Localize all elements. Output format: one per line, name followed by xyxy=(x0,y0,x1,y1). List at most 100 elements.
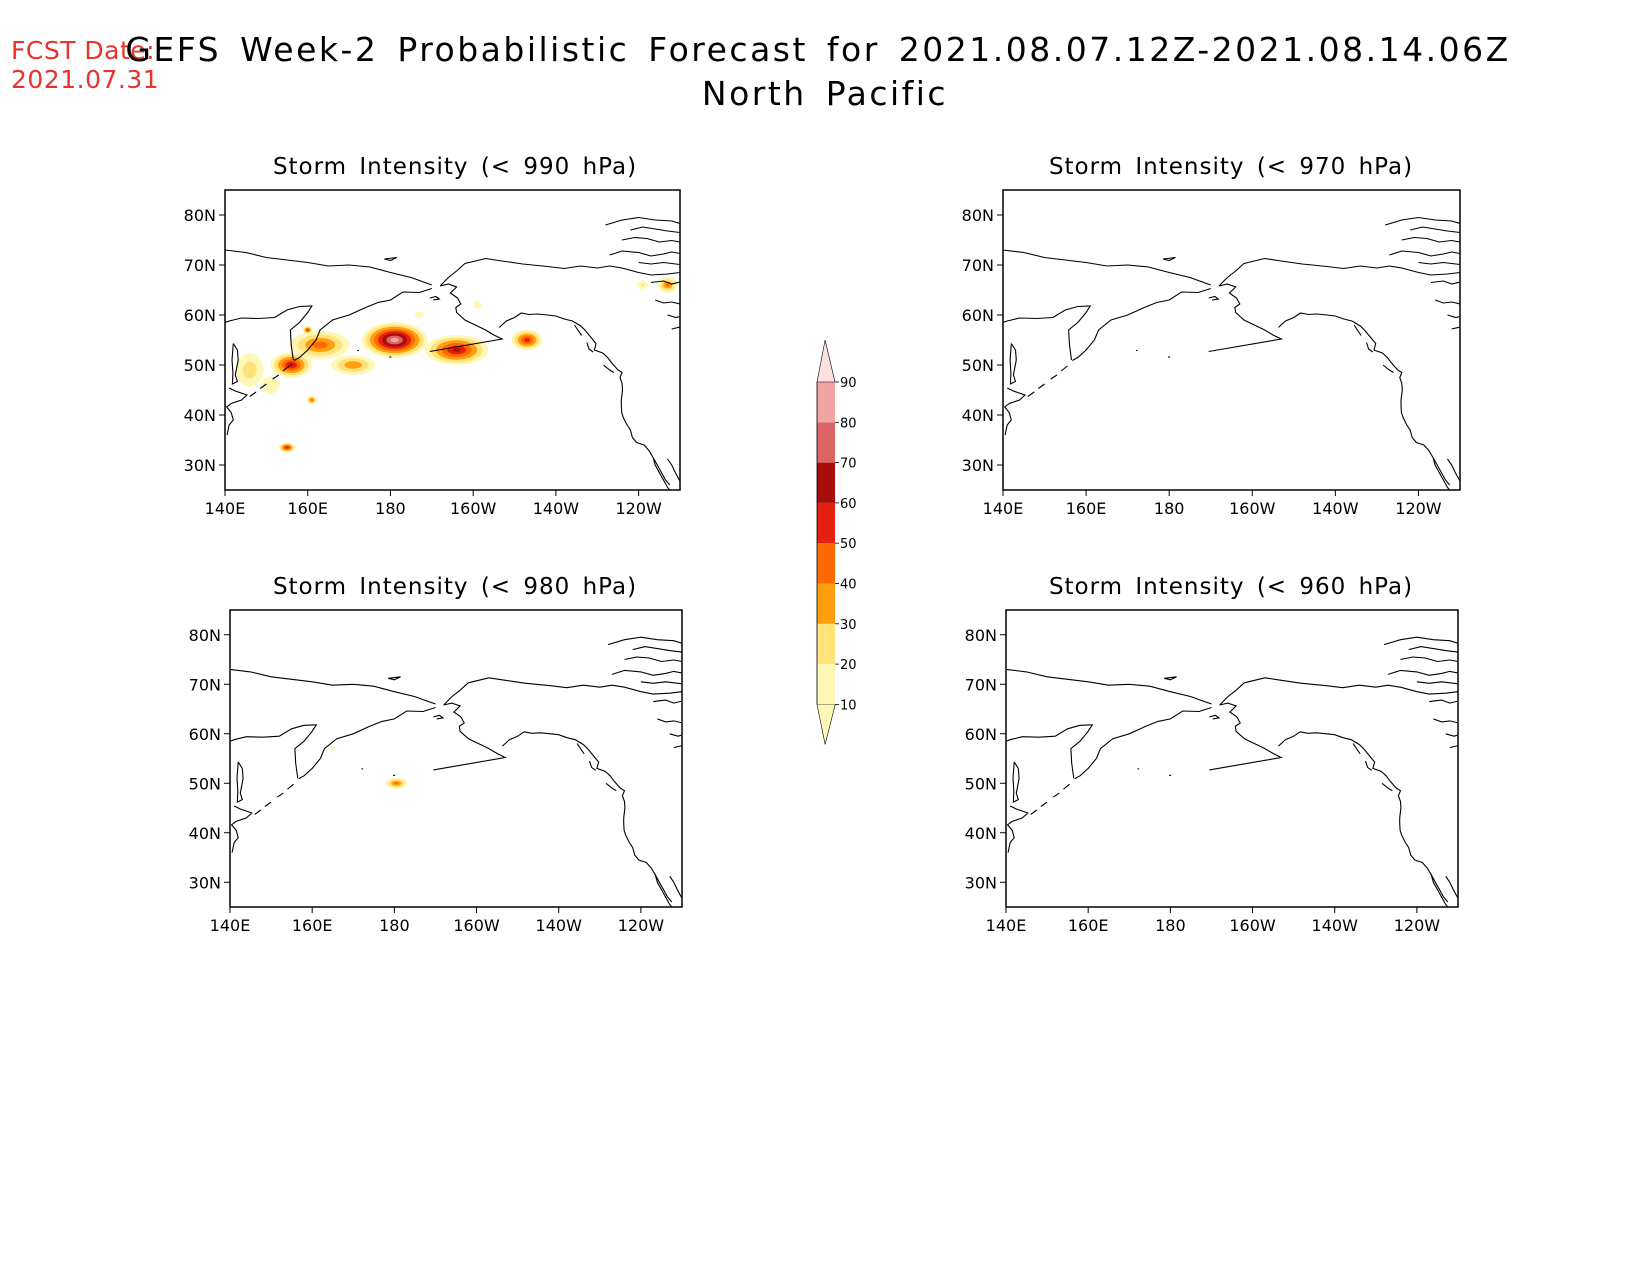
colorbar-tick-label: 90 xyxy=(840,376,857,391)
coastline-segment xyxy=(249,391,257,397)
forecast-date-label: FCST Date: 2021.07.31 xyxy=(11,36,159,94)
coastline-segment xyxy=(1429,699,1458,704)
axis-ticks: 140E 160E 180 160W 140W 120W 80N 70N 60N 50N 40N 30… xyxy=(189,626,665,935)
lat-tick-label: 70N xyxy=(962,256,994,275)
coastline-segment xyxy=(1208,283,1284,353)
lon-tick-label: 140E xyxy=(205,499,246,518)
coastline-segment xyxy=(1381,782,1393,792)
lon-tick-label: 160E xyxy=(292,916,333,935)
coastline-segment xyxy=(657,718,682,724)
coastline-segment xyxy=(1389,250,1460,257)
coastline-segment xyxy=(1209,714,1221,720)
coastline-segment xyxy=(236,761,244,804)
coastline-segment xyxy=(1208,295,1220,301)
colorbar-segment xyxy=(817,462,835,503)
coastline-segment xyxy=(225,249,432,286)
panel-960hpa: Storm Intensity (< 960 hPa) 140E 160E 180 1… xyxy=(965,574,1459,935)
probability-contour xyxy=(285,446,289,449)
lat-tick-label: 40N xyxy=(184,406,216,425)
axis-ticks: 140E 160E 180 160W 140W 120W 80N 70N 60N 50N 40N 30… xyxy=(962,206,1442,518)
coastline-segment xyxy=(433,714,445,720)
panel-title: Storm Intensity (< 960 hPa) xyxy=(1049,574,1413,600)
coastline-segment xyxy=(1401,236,1460,243)
coastline-segment xyxy=(1451,326,1460,330)
lon-tick-label: 140E xyxy=(210,916,251,935)
coastline-segment xyxy=(652,457,671,490)
lon-tick-label: 140E xyxy=(983,499,1024,518)
lat-tick-label: 30N xyxy=(962,456,994,475)
lon-tick-label: 160E xyxy=(1066,499,1107,518)
lat-tick-label: 50N xyxy=(962,356,994,375)
colorbar-tick-label: 10 xyxy=(840,698,857,713)
probability-contour xyxy=(394,782,399,785)
coastline-segment xyxy=(605,216,680,226)
coastline-segment xyxy=(1052,792,1060,798)
coastline-segment xyxy=(574,324,583,336)
panel-title: Storm Intensity (< 990 hPa) xyxy=(273,154,637,180)
colorbar-lower-triangle xyxy=(816,704,836,745)
lon-tick-label: 160E xyxy=(1068,916,1109,935)
lon-tick-label: 160E xyxy=(287,499,328,518)
coastline-segment xyxy=(624,656,682,663)
coastline-segment xyxy=(1164,676,1177,681)
colorbar-segment xyxy=(817,382,835,423)
coastline-segment xyxy=(298,706,436,780)
probability-contour xyxy=(523,337,531,343)
coastline-segment xyxy=(231,343,239,385)
probability-contour xyxy=(330,746,335,751)
coastline-segment xyxy=(498,312,671,486)
coastline-segment xyxy=(1009,343,1017,385)
axis-ticks: 140E 160E 180 160W 140W 120W 80N 70N 60N 50N 40N 30… xyxy=(184,206,662,518)
map-frame xyxy=(1002,189,1461,491)
colorbar-segment xyxy=(817,543,835,584)
coastline-segment xyxy=(443,677,682,706)
colorbar-tick-label: 60 xyxy=(840,497,857,512)
lat-tick-label: 80N xyxy=(184,206,216,225)
coastline-segment xyxy=(282,365,290,372)
coastline-segment xyxy=(1434,299,1460,305)
coastline-segment xyxy=(1385,216,1460,226)
coastline-segment xyxy=(630,226,680,234)
probability-shading xyxy=(236,277,678,453)
panel-980hpa: Storm Intensity (< 980 hPa) 140E 160E 180 1… xyxy=(189,574,683,935)
probability-contour xyxy=(452,348,461,352)
coastline-segment xyxy=(1219,677,1458,706)
lon-tick-label: 120W xyxy=(618,916,665,935)
colorbar-tick-label: 50 xyxy=(840,537,857,552)
lat-tick-label: 30N xyxy=(965,873,997,892)
coastline-segment xyxy=(632,646,682,653)
coastline-segment xyxy=(276,792,284,798)
forecast-date-heading: FCST Date: xyxy=(11,36,156,65)
coastline-segment xyxy=(655,299,680,305)
coastline-segment xyxy=(230,724,318,779)
coastline-segment xyxy=(1037,383,1045,389)
coastline-segment xyxy=(621,236,680,243)
coastline-segment xyxy=(225,387,248,436)
coastline-segment xyxy=(1074,706,1212,780)
lat-tick-label: 30N xyxy=(184,456,216,475)
probability-contour xyxy=(261,376,280,394)
coastline-segment xyxy=(1218,257,1460,287)
coastline-segment xyxy=(1352,743,1361,755)
coastline-segment xyxy=(1447,314,1460,319)
coastline-segment xyxy=(669,875,682,899)
lat-tick-label: 30N xyxy=(189,873,221,892)
coastline-segment xyxy=(603,364,615,373)
lat-tick-label: 60N xyxy=(184,306,216,325)
probability-contour xyxy=(312,341,328,349)
map-frame xyxy=(224,189,681,491)
probability-shading xyxy=(330,746,408,789)
colorbar-tick-label: 80 xyxy=(840,416,857,431)
coastline-segment xyxy=(1006,724,1094,779)
coastline-segment xyxy=(1278,731,1449,903)
coastline-segment xyxy=(254,809,262,815)
lon-tick-label: 140W xyxy=(1312,499,1359,518)
probability-contour xyxy=(641,283,645,287)
coastline-segment xyxy=(502,731,673,903)
panel-title: Storm Intensity (< 970 hPa) xyxy=(1049,154,1413,180)
coastline-segment xyxy=(384,256,397,262)
colorbar-tick-label: 40 xyxy=(840,578,857,593)
lon-tick-label: 180 xyxy=(1154,499,1185,518)
coastline-segment xyxy=(1432,457,1451,490)
